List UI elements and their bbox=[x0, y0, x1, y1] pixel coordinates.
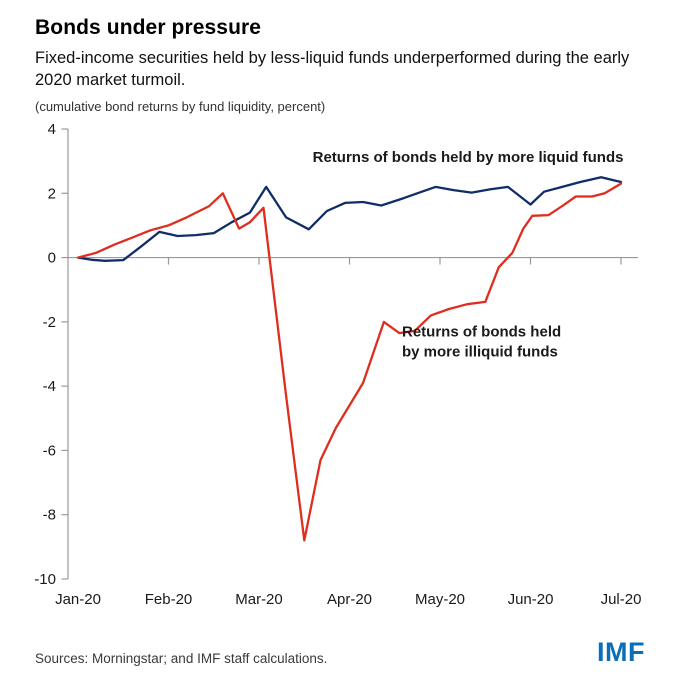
illiquid-series-label: by more illiquid funds bbox=[402, 343, 558, 360]
x-tick-label: Jan-20 bbox=[55, 591, 101, 608]
y-tick-label: -8 bbox=[43, 506, 56, 523]
x-tick-label: May-20 bbox=[415, 591, 465, 608]
illiquid-series-line bbox=[76, 181, 623, 542]
liquid-series-label: Returns of bonds held by more liquid fun… bbox=[313, 149, 624, 166]
x-tick-label: Feb-20 bbox=[145, 591, 193, 608]
x-tick-label: Apr-20 bbox=[327, 591, 372, 608]
y-tick-label: -4 bbox=[43, 378, 56, 395]
x-tick-label: Jul-20 bbox=[601, 591, 642, 608]
y-tick-label: 4 bbox=[48, 121, 56, 138]
sources-text: Sources: Morningstar; and IMF staff calc… bbox=[35, 651, 328, 666]
y-tick-label: -10 bbox=[34, 571, 56, 588]
y-tick-label: -2 bbox=[43, 313, 56, 330]
y-tick-label: 0 bbox=[48, 249, 56, 266]
chart-subtitle: Fixed-income securities held by less-liq… bbox=[35, 49, 630, 89]
imf-logo: IMF bbox=[597, 637, 645, 667]
chart-footer: Sources: Morningstar; and IMF staff calc… bbox=[0, 639, 680, 680]
chart-header: Bonds under pressure Fixed-income securi… bbox=[0, 0, 680, 114]
x-tick-label: Jun-20 bbox=[508, 591, 554, 608]
chart-units-note: (cumulative bond returns by fund liquidi… bbox=[35, 98, 326, 114]
line-chart: 4 2 0 -2 -4 -6 -8 -10 Jan-20 Feb-20 Mar-20 Apr-20 Ma… bbox=[34, 121, 642, 608]
y-tick-label: -6 bbox=[43, 442, 56, 459]
chart-title: Bonds under pressure bbox=[35, 16, 262, 39]
x-tick-label: Mar-20 bbox=[235, 591, 283, 608]
illiquid-series-label: Returns of bonds held bbox=[402, 323, 561, 340]
y-tick-label: 2 bbox=[48, 185, 56, 202]
liquid-series-line bbox=[76, 175, 623, 262]
